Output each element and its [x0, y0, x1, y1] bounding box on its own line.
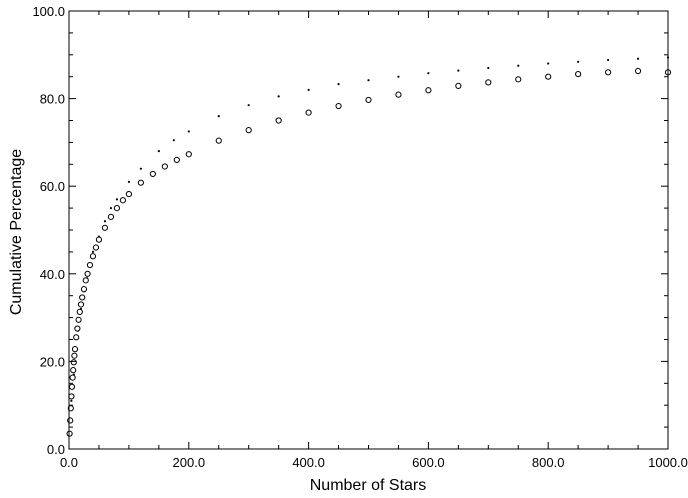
x-tick-label: 800.0 [532, 455, 565, 470]
x-tick-label: 1000.0 [648, 455, 688, 470]
data-point-circle [125, 190, 132, 198]
data-point-circle [113, 205, 121, 212]
data-point-dot [115, 198, 119, 201]
data-point-circle [79, 294, 86, 301]
data-point-circle [101, 224, 109, 231]
data-point-dot [109, 207, 113, 210]
data-point-dot [172, 139, 175, 142]
data-point-circle [161, 163, 168, 170]
y-tick-label: 20.0 [40, 354, 65, 369]
series-layer [66, 56, 672, 437]
data-point-circle [69, 374, 76, 381]
data-point-circle [305, 109, 312, 116]
data-point-circle [71, 346, 79, 353]
data-point-dot [517, 64, 520, 67]
data-point-dot [547, 62, 550, 65]
data-point-circle [67, 417, 74, 424]
x-tick-label: 400.0 [292, 455, 325, 470]
data-point-circle [575, 70, 582, 78]
data-point-circle [275, 117, 282, 124]
data-point-circle [68, 393, 75, 400]
data-point-circle [82, 277, 89, 284]
y-tick-label: 0.0 [47, 442, 65, 457]
data-point-dot [187, 130, 190, 133]
data-point-circle [86, 261, 94, 269]
data-point-dot [70, 399, 73, 402]
data-point-dot [127, 180, 130, 183]
ticks-layer: 0.0 200.0 400.0 600.0 800.0 1000.0 0.0 20.0 40.0… [32, 4, 687, 470]
data-point-circle [245, 127, 252, 134]
data-point-circle [95, 236, 103, 243]
data-point-circle [515, 76, 522, 83]
data-point-circle [74, 325, 81, 332]
data-point-dot [103, 220, 107, 223]
data-point-circle [395, 91, 402, 98]
data-point-dot [577, 60, 580, 63]
data-point-dot [337, 83, 340, 86]
data-point-circle [80, 286, 88, 293]
data-point-circle [173, 156, 180, 164]
data-point-circle [68, 383, 76, 390]
series-dot [68, 56, 670, 435]
data-point-circle [107, 213, 115, 220]
data-point-circle [185, 151, 192, 158]
data-point-circle [605, 69, 612, 76]
x-axis-title: Number of Stars [310, 477, 426, 494]
data-point-dot [607, 58, 610, 62]
data-point-dot [217, 115, 220, 118]
x-tick-label: 0.0 [60, 455, 78, 470]
data-point-dot [307, 88, 310, 91]
data-point-dot [487, 66, 490, 70]
data-point-circle [73, 334, 80, 341]
y-tick-label: 100.0 [32, 4, 65, 19]
data-point-circle [77, 301, 85, 308]
data-point-dot [157, 150, 160, 153]
data-point-circle [119, 197, 127, 204]
data-point-dot [277, 95, 280, 98]
data-point-dot [457, 69, 460, 72]
y-tick-label: 60.0 [40, 179, 65, 194]
data-point-circle [66, 430, 73, 437]
data-point-dot [367, 79, 370, 82]
series-circle [66, 67, 672, 437]
data-point-circle [365, 96, 372, 104]
data-point-circle [70, 367, 77, 374]
data-point-circle [137, 179, 144, 186]
data-point-circle [335, 102, 342, 110]
data-point-circle [485, 79, 492, 86]
data-point-circle [215, 137, 222, 144]
data-point-circle [89, 253, 97, 260]
data-point-circle [634, 67, 642, 75]
data-point-dot [397, 75, 400, 78]
data-point-circle [149, 170, 156, 178]
data-point-dot [636, 57, 640, 60]
data-point-circle [455, 82, 462, 89]
data-point-circle [545, 73, 552, 80]
x-tick-label: 200.0 [173, 455, 206, 470]
x-tick-label: 600.0 [412, 455, 445, 470]
data-point-circle [70, 359, 77, 366]
data-point-dot [247, 104, 250, 107]
y-tick-label: 40.0 [40, 267, 65, 282]
data-point-circle [76, 308, 83, 316]
data-point-circle [84, 270, 91, 277]
data-point-circle [92, 244, 100, 251]
data-point-dot [427, 72, 430, 75]
data-point-circle [75, 316, 82, 323]
y-tick-label: 80.0 [40, 92, 65, 107]
data-point-circle [425, 87, 432, 94]
data-point-dot [91, 250, 95, 253]
y-axis-title: Cumulative Percentage [8, 149, 25, 315]
data-point-dot [139, 167, 142, 170]
data-point-circle [71, 352, 78, 359]
